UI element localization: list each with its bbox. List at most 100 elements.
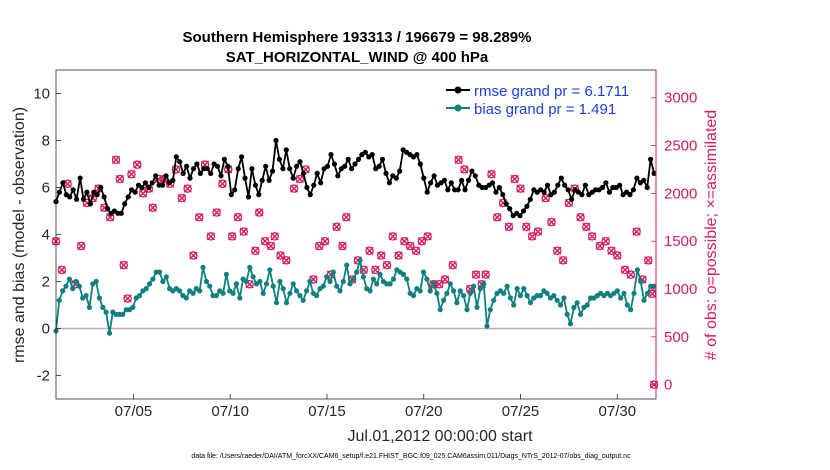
bias-series-point (484, 323, 490, 329)
obs-possible-point (400, 236, 409, 246)
obs-possible-point (388, 232, 398, 241)
bias-series-point (564, 311, 570, 317)
bias-series-point (263, 281, 270, 287)
obs-assimilated-stroke (183, 184, 192, 193)
right-tick-label: 1000 (664, 281, 697, 298)
obs-assimilated-stroke (270, 232, 279, 241)
bias-series-point (213, 293, 219, 299)
rmse-series-point (56, 189, 63, 195)
obs-assimilated-point (111, 155, 121, 164)
obs-assimilated-stroke (406, 241, 415, 251)
rmse-series-point (84, 189, 90, 195)
rmse-series-point (314, 170, 320, 176)
rmse-series-point (493, 189, 499, 195)
rmse-series-point (283, 147, 289, 153)
rmse-series-point (139, 184, 145, 191)
bias-series-point (190, 290, 196, 296)
rmse-series-point (280, 166, 286, 172)
obs-possible-point (189, 251, 198, 260)
obs-assimilated-point (77, 241, 86, 251)
obs-assimilated-stroke (504, 222, 513, 231)
rmse-series-point (290, 175, 296, 181)
bias-series-point (220, 290, 226, 296)
rmse-series-point (266, 177, 272, 183)
rmse-series-point (245, 194, 252, 200)
obs-possible-point (411, 246, 421, 256)
bias-series-point (557, 302, 564, 308)
bias-series-point (177, 288, 183, 294)
obs-possible-point (405, 241, 415, 251)
obs-assimilated-stroke (440, 275, 450, 284)
bias-series-point (634, 267, 641, 273)
obs-possible-point (382, 260, 392, 270)
obs-assimilated-point (127, 170, 136, 179)
obs-assimilated-point (626, 270, 635, 279)
obs-assimilated-stroke (559, 256, 568, 265)
bias-series-point (183, 295, 189, 301)
left-axis: -2 0 2 4 6 8 10 (33, 86, 61, 385)
obs-possible-point (541, 193, 550, 203)
rmse-series-point (345, 156, 351, 162)
rmse-series-point (307, 192, 313, 198)
rmse-series-point (379, 156, 386, 162)
rmse-series-point (163, 173, 169, 179)
obs-possible-point (359, 265, 368, 275)
rmse-series-point (462, 187, 468, 193)
obs-assimilated-point (183, 184, 192, 193)
rmse-series-point (520, 208, 527, 214)
bias-series-point (551, 293, 557, 299)
obs-possible-point (365, 246, 374, 256)
bias-series-point (621, 290, 627, 296)
bias-series-point (390, 276, 397, 282)
obs-assimilated-stroke (127, 170, 136, 179)
obs-possible-point (394, 251, 403, 260)
bias-series-point (267, 267, 273, 273)
obs-assimilated-point (338, 241, 347, 251)
bias-series-point (554, 297, 560, 303)
bias-series-point (367, 288, 373, 294)
obs-assimilated-point (516, 184, 525, 193)
bias-series-point (96, 295, 102, 301)
obs-assimilated-stroke (320, 237, 330, 246)
rmse-series-point (472, 173, 478, 179)
rmse-series-point (393, 175, 399, 181)
rmse-series-point (641, 177, 647, 183)
obs-possible-point (177, 193, 187, 203)
obs-assimilated-stroke (454, 155, 463, 164)
obs-assimilated-point (195, 213, 204, 222)
obs-assimilated-stroke (644, 256, 653, 265)
bias-series-point (524, 293, 530, 299)
obs-assimilated-point (270, 232, 279, 241)
obs-assimilated-stroke (111, 155, 121, 164)
obs-assimilated-stroke (626, 270, 635, 279)
bias-series-point (86, 304, 92, 310)
rmse-series-point (214, 163, 221, 169)
bias-series-point (257, 278, 263, 285)
rmse-series-point (555, 182, 561, 188)
rmse-series-point (524, 203, 530, 209)
rmse-series-point (304, 184, 310, 191)
obs-assimilated-point (632, 227, 641, 236)
rmse-series-point (469, 168, 475, 174)
obs-possible-point (487, 169, 496, 179)
rmse-series-point (318, 180, 324, 186)
obs-assimilated-stroke (588, 232, 597, 241)
rmse-series-point (503, 201, 509, 207)
bias-series-point (574, 300, 580, 306)
bias-series-point (297, 293, 303, 299)
bias-series-point (641, 297, 647, 303)
obs-assimilated-point (460, 165, 469, 174)
obs-assimilated-stroke (338, 241, 347, 251)
bias-series-point (471, 283, 477, 289)
obs-possible-point (123, 294, 132, 303)
obs-assimilated-stroke (295, 174, 304, 184)
obs-assimilated-stroke (371, 265, 380, 274)
obs-assimilated-stroke (481, 270, 490, 279)
obs-possible-point (504, 222, 514, 232)
rmse-series-point (70, 187, 76, 193)
bias-series-point (324, 274, 330, 280)
obs-assimilated-point (189, 251, 198, 260)
rmse-series-point (569, 196, 575, 202)
rmse-series-point (252, 182, 258, 188)
rmse-series-point (417, 161, 423, 167)
